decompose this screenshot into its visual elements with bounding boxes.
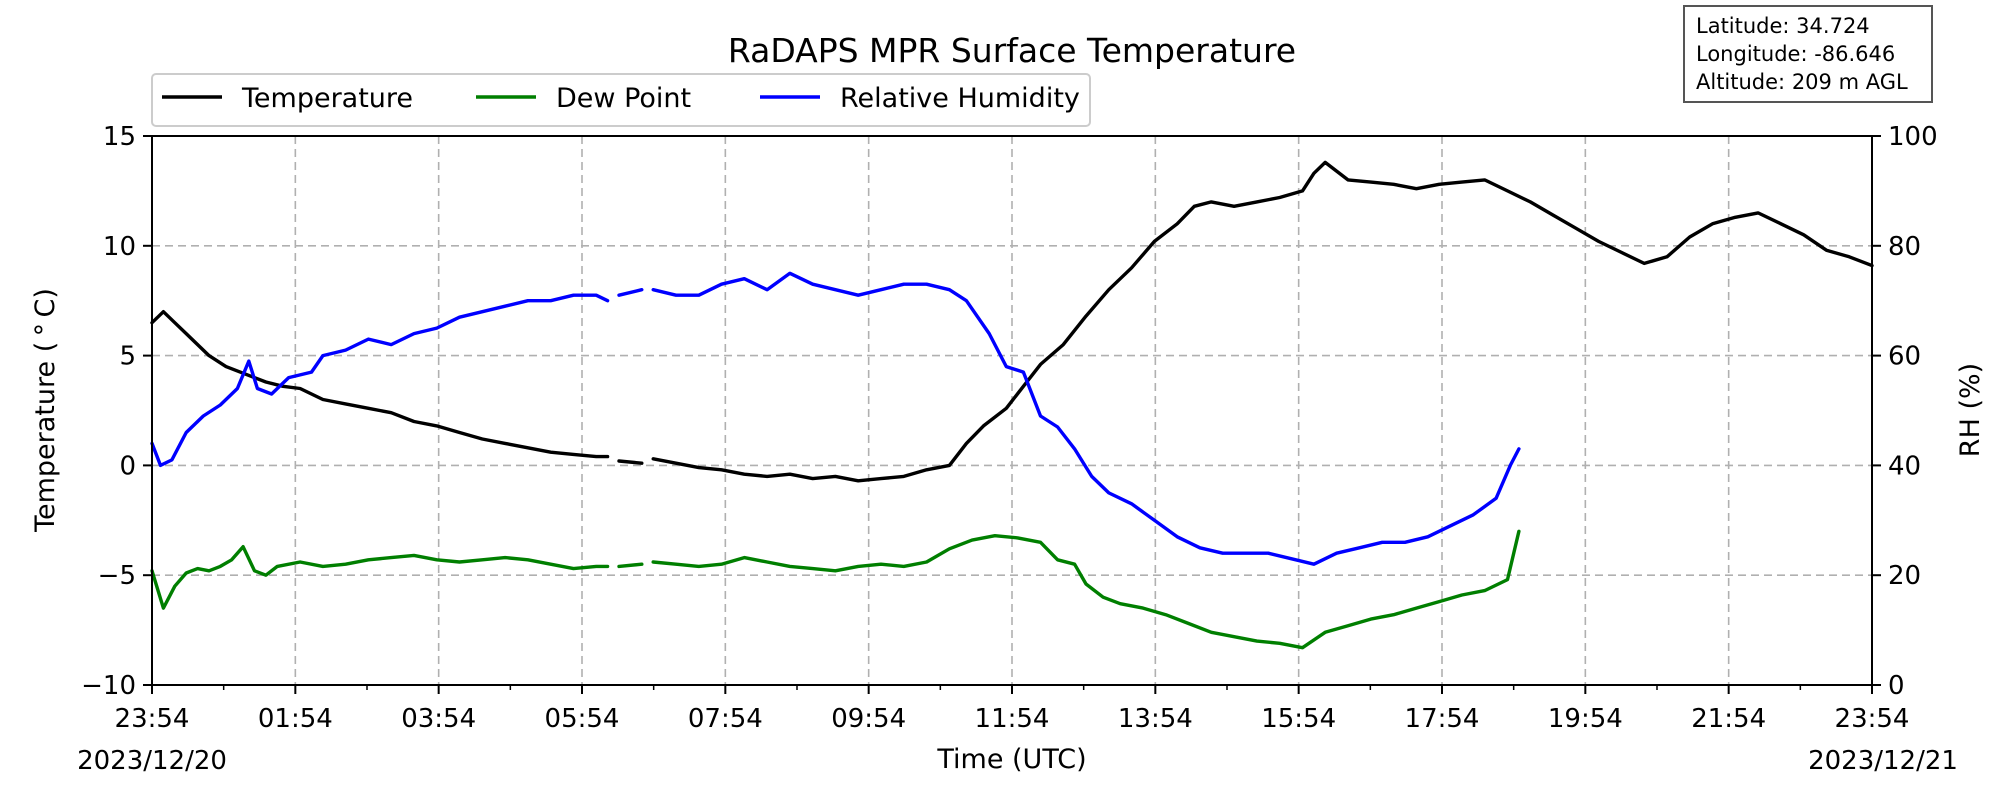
relative-humidity-line xyxy=(150,271,1521,566)
grid-layer xyxy=(151,135,1873,686)
location-info-box: Latitude: 34.724 Longitude: -86.646 Alti… xyxy=(1683,5,1933,103)
date-label-end: 2023/12/21 xyxy=(1808,746,1958,776)
y-left-tick-label: −5 xyxy=(98,561,136,591)
y-axis-label-right: RH (%) xyxy=(1955,363,1986,457)
x-tick-label: 11:54 xyxy=(975,704,1050,734)
y-left-tick-label: 5 xyxy=(119,342,136,372)
info-box-frame xyxy=(1683,5,1933,103)
x-tick-label: 21:54 xyxy=(1691,704,1766,734)
x-tick-label: 23:54 xyxy=(1835,704,1910,734)
y-left-tick-label: −10 xyxy=(81,671,136,701)
ticks-layer: 23:54 01:54 03:54 05:54 07:54 09:54 11:54 13:54… xyxy=(81,122,1938,734)
x-tick-label: 15:54 xyxy=(1261,704,1336,734)
y-right-tick-label: 60 xyxy=(1888,342,1921,372)
series-layer xyxy=(150,160,1874,650)
x-tick-label: 03:54 xyxy=(401,704,476,734)
legend-label-relative-humidity: Relative Humidity xyxy=(840,83,1080,114)
altitude-text: Altitude: 209 m AGL xyxy=(1696,70,1908,94)
legend: Temperature Dew Point Relative Humidity xyxy=(151,73,1091,127)
legend-label-dew-point: Dew Point xyxy=(556,83,691,114)
y-right-tick-label: 0 xyxy=(1888,671,1905,701)
longitude-text: Longitude: -86.646 xyxy=(1696,42,1895,66)
x-tick-label: 01:54 xyxy=(258,704,333,734)
y-left-tick-label: 10 xyxy=(103,232,136,262)
y-axis-label-left: Temperature ( ° C) xyxy=(30,288,61,533)
y-right-tick-label: 100 xyxy=(1888,122,1938,152)
x-tick-label: 05:54 xyxy=(545,704,620,734)
date-label-start: 2023/12/20 xyxy=(77,746,227,776)
y-right-tick-label: 20 xyxy=(1888,561,1921,591)
x-tick-label: 09:54 xyxy=(831,704,906,734)
temperature-line xyxy=(150,160,1874,483)
latitude-text: Latitude: 34.724 xyxy=(1696,14,1870,38)
dew-point-line xyxy=(150,529,1521,650)
legend-label-temperature: Temperature xyxy=(241,83,413,114)
legend-box xyxy=(151,73,1091,127)
y-right-tick-label: 80 xyxy=(1888,232,1921,262)
x-tick-label: 17:54 xyxy=(1405,704,1480,734)
x-tick-label: 23:54 xyxy=(115,704,190,734)
y-right-tick-label: 40 xyxy=(1888,451,1921,481)
x-axis-label: Time (UTC) xyxy=(936,744,1086,775)
x-tick-label: 19:54 xyxy=(1548,704,1623,734)
x-tick-label: 07:54 xyxy=(688,704,763,734)
chart-title: RaDAPS MPR Surface Temperature xyxy=(728,31,1296,70)
y-left-tick-label: 0 xyxy=(119,451,136,481)
x-tick-label: 13:54 xyxy=(1118,704,1193,734)
y-left-tick-label: 15 xyxy=(103,122,136,152)
